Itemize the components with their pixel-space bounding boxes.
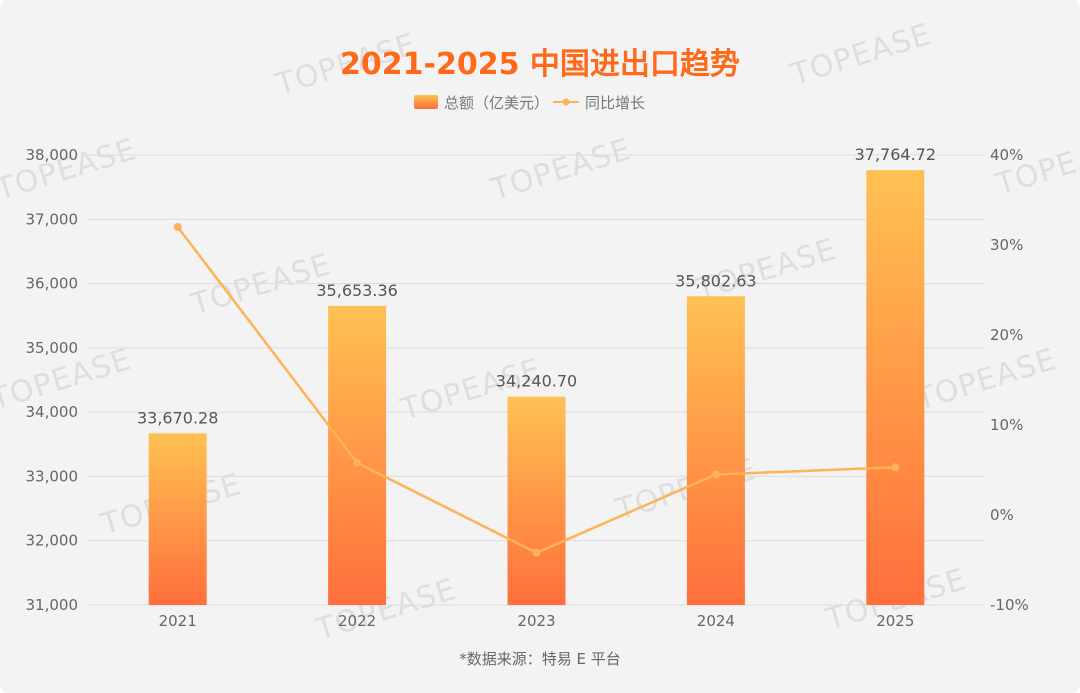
left-axis-tick: 36,000 bbox=[26, 275, 79, 293]
right-axis-tick: -10% bbox=[990, 596, 1029, 614]
x-axis-tick: 2024 bbox=[697, 612, 735, 630]
right-axis-tick: 20% bbox=[990, 326, 1023, 344]
bar-series bbox=[148, 170, 925, 606]
watermark-text: TOPEASE bbox=[0, 132, 141, 208]
legend-label-line: 同比增长 bbox=[585, 94, 645, 112]
x-axis-tick: 2022 bbox=[338, 612, 376, 630]
data-labels: 33,670.28 35,653.36 34,240.70 35,802.63 37,7… bbox=[137, 145, 936, 427]
growth-point bbox=[173, 223, 182, 231]
growth-point bbox=[891, 463, 900, 472]
right-axis-tick: 0% bbox=[990, 506, 1014, 524]
watermark-text: TOPEASE bbox=[991, 127, 1080, 203]
bar bbox=[866, 170, 925, 606]
bar bbox=[148, 433, 207, 605]
bar bbox=[686, 296, 745, 605]
left-axis-tick: 31,000 bbox=[26, 596, 79, 614]
right-axis-tick: 10% bbox=[990, 416, 1023, 434]
growth-point bbox=[711, 470, 720, 479]
watermark-text: TOPEASE bbox=[786, 17, 935, 93]
left-axis-tick: 37,000 bbox=[26, 210, 79, 228]
growth-point bbox=[353, 458, 362, 467]
bar bbox=[328, 305, 387, 605]
x-axis-tick: 2025 bbox=[876, 612, 914, 630]
left-axis-tick: 35,000 bbox=[26, 339, 79, 357]
bar-data-label: 33,670.28 bbox=[137, 408, 218, 427]
watermark-text: TOPEASE bbox=[186, 247, 335, 323]
bar-data-label: 35,653.36 bbox=[316, 281, 397, 300]
line-series bbox=[173, 223, 900, 557]
bar-data-label: 35,802.63 bbox=[675, 271, 756, 290]
bar-data-label: 37,764.72 bbox=[855, 145, 936, 164]
x-axis-tick: 2023 bbox=[517, 612, 555, 630]
watermark-text: TOPEASE bbox=[911, 342, 1060, 418]
legend-swatch-dot bbox=[562, 98, 570, 106]
left-axis-tick: 32,000 bbox=[26, 532, 79, 550]
source-note: *数据来源：特易 E 平台 bbox=[459, 650, 621, 668]
bar bbox=[507, 396, 566, 605]
left-axis-tick: 38,000 bbox=[26, 146, 79, 164]
left-axis-tick: 34,000 bbox=[26, 403, 79, 421]
right-axis-tick: 30% bbox=[990, 236, 1023, 254]
legend-swatch-bar bbox=[414, 95, 438, 109]
bar-data-label: 34,240.70 bbox=[496, 372, 577, 391]
left-axis-tick: 33,000 bbox=[26, 467, 79, 485]
legend: 总额（亿美元） 同比增长 bbox=[414, 94, 645, 112]
watermark-text: TOPEASE bbox=[486, 132, 635, 208]
axes: 31,000 32,000 33,000 34,000 35,000 36,000 37,0… bbox=[26, 146, 1029, 630]
growth-point bbox=[532, 548, 541, 557]
right-axis-tick: 40% bbox=[990, 146, 1023, 164]
legend-label-bar: 总额（亿美元） bbox=[444, 94, 549, 112]
chart-title: 2021-2025 中国进出口趋势 bbox=[340, 47, 740, 82]
x-axis-tick: 2021 bbox=[159, 612, 197, 630]
